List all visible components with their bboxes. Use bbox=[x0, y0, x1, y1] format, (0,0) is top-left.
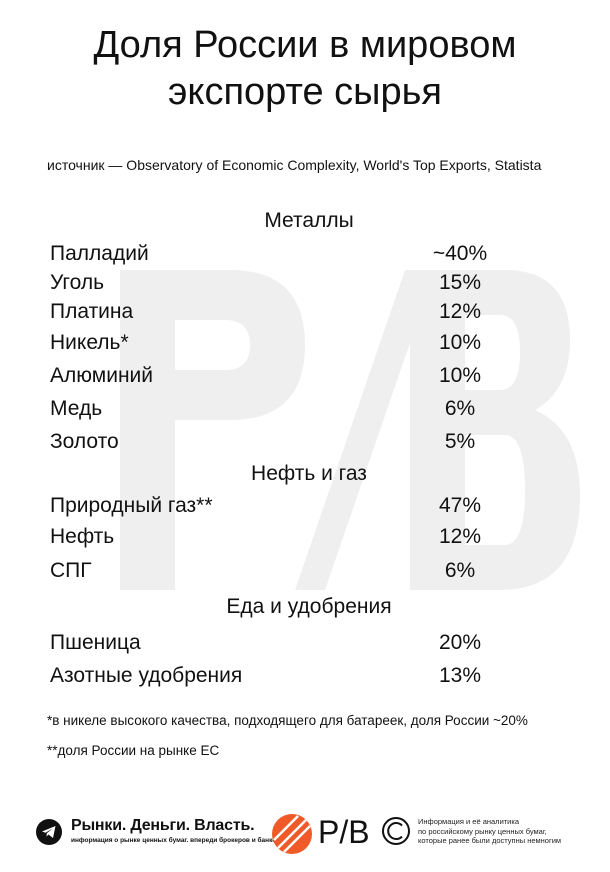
section-heading-oil-gas: Нефть и газ bbox=[251, 462, 367, 485]
row-name: Природный газ** bbox=[50, 494, 213, 517]
table-row: Медь 6% bbox=[50, 393, 550, 425]
row-value: 15% bbox=[438, 271, 482, 294]
row-value: 20% bbox=[438, 631, 482, 654]
table-row: Нефть 12% bbox=[50, 521, 550, 553]
row-name: СПГ bbox=[50, 559, 92, 582]
row-value: 12% bbox=[438, 525, 482, 548]
section-heading-metals: Металлы bbox=[264, 209, 354, 232]
row-value: 13% bbox=[438, 664, 482, 687]
brand-title: Рынки. Деньги. Власть. bbox=[71, 817, 255, 834]
page-title: Доля России в мировом экспорте сырья bbox=[0, 22, 610, 116]
source-note: источник — Observatory of Economic Compl… bbox=[47, 157, 542, 173]
table-row: Пшеница 20% bbox=[50, 627, 550, 659]
row-value: 6% bbox=[444, 397, 476, 420]
title-line-2: экспорте сырья bbox=[168, 71, 442, 113]
footnote-gas: **доля России на рынке ЕС bbox=[47, 743, 220, 758]
brand-mark-icon bbox=[272, 814, 312, 854]
footnote-nickel: *в никеле высокого качества, подходящего… bbox=[47, 713, 528, 728]
footer-info: Информация и её аналитика по российскому… bbox=[418, 817, 588, 846]
row-name: Пшеница bbox=[50, 631, 141, 654]
brand-subtitle: информация о рынке ценных бумаг. впереди… bbox=[71, 837, 283, 844]
row-value: 6% bbox=[444, 559, 476, 582]
footer: Рынки. Деньги. Власть. информация о рынк… bbox=[0, 800, 610, 860]
row-name: Палладий bbox=[50, 242, 149, 265]
info-line: по российскому рынку ценных бумаг, bbox=[418, 826, 547, 836]
row-name: Алюминий bbox=[50, 364, 154, 387]
row-name: Медь bbox=[50, 397, 103, 420]
table-row: СПГ 6% bbox=[50, 555, 550, 587]
row-name: Уголь bbox=[50, 271, 105, 294]
copyright-icon bbox=[382, 817, 410, 845]
row-name: Никель* bbox=[50, 331, 129, 354]
table-row: Алюминий 10% bbox=[50, 360, 550, 392]
rzb-logo: Р/В bbox=[318, 814, 410, 849]
table-row: Уголь 15% bbox=[50, 267, 550, 299]
table-row: Азотные удобрения 13% bbox=[50, 660, 550, 692]
table-row: Золото 5% bbox=[50, 426, 550, 458]
row-value: 10% bbox=[438, 364, 482, 387]
row-name: Нефть bbox=[50, 525, 115, 548]
row-value: 10% bbox=[438, 331, 482, 354]
info-line: которые ранее были доступны немногим bbox=[418, 836, 562, 845]
section-heading-food: Еда и удобрения bbox=[226, 595, 392, 618]
row-name: Золото bbox=[50, 430, 119, 453]
logo-text: Р/В bbox=[318, 814, 370, 849]
row-value: 5% bbox=[444, 430, 476, 453]
row-value: 12% bbox=[438, 300, 482, 323]
telegram-icon[interactable] bbox=[36, 819, 62, 845]
row-value: 47% bbox=[438, 494, 482, 517]
table-row: Палладий ~40% bbox=[50, 238, 550, 270]
row-name: Азотные удобрения bbox=[50, 664, 243, 687]
info-line: Информация и её аналитика bbox=[418, 817, 519, 826]
row-value: ~40% bbox=[432, 242, 488, 265]
table-row: Платина 12% bbox=[50, 296, 550, 328]
table-row: Природный газ** 47% bbox=[50, 490, 550, 522]
table-row: Никель* 10% bbox=[50, 327, 550, 359]
row-name: Платина bbox=[50, 300, 134, 323]
title-line-1: Доля России в мировом bbox=[93, 24, 517, 66]
